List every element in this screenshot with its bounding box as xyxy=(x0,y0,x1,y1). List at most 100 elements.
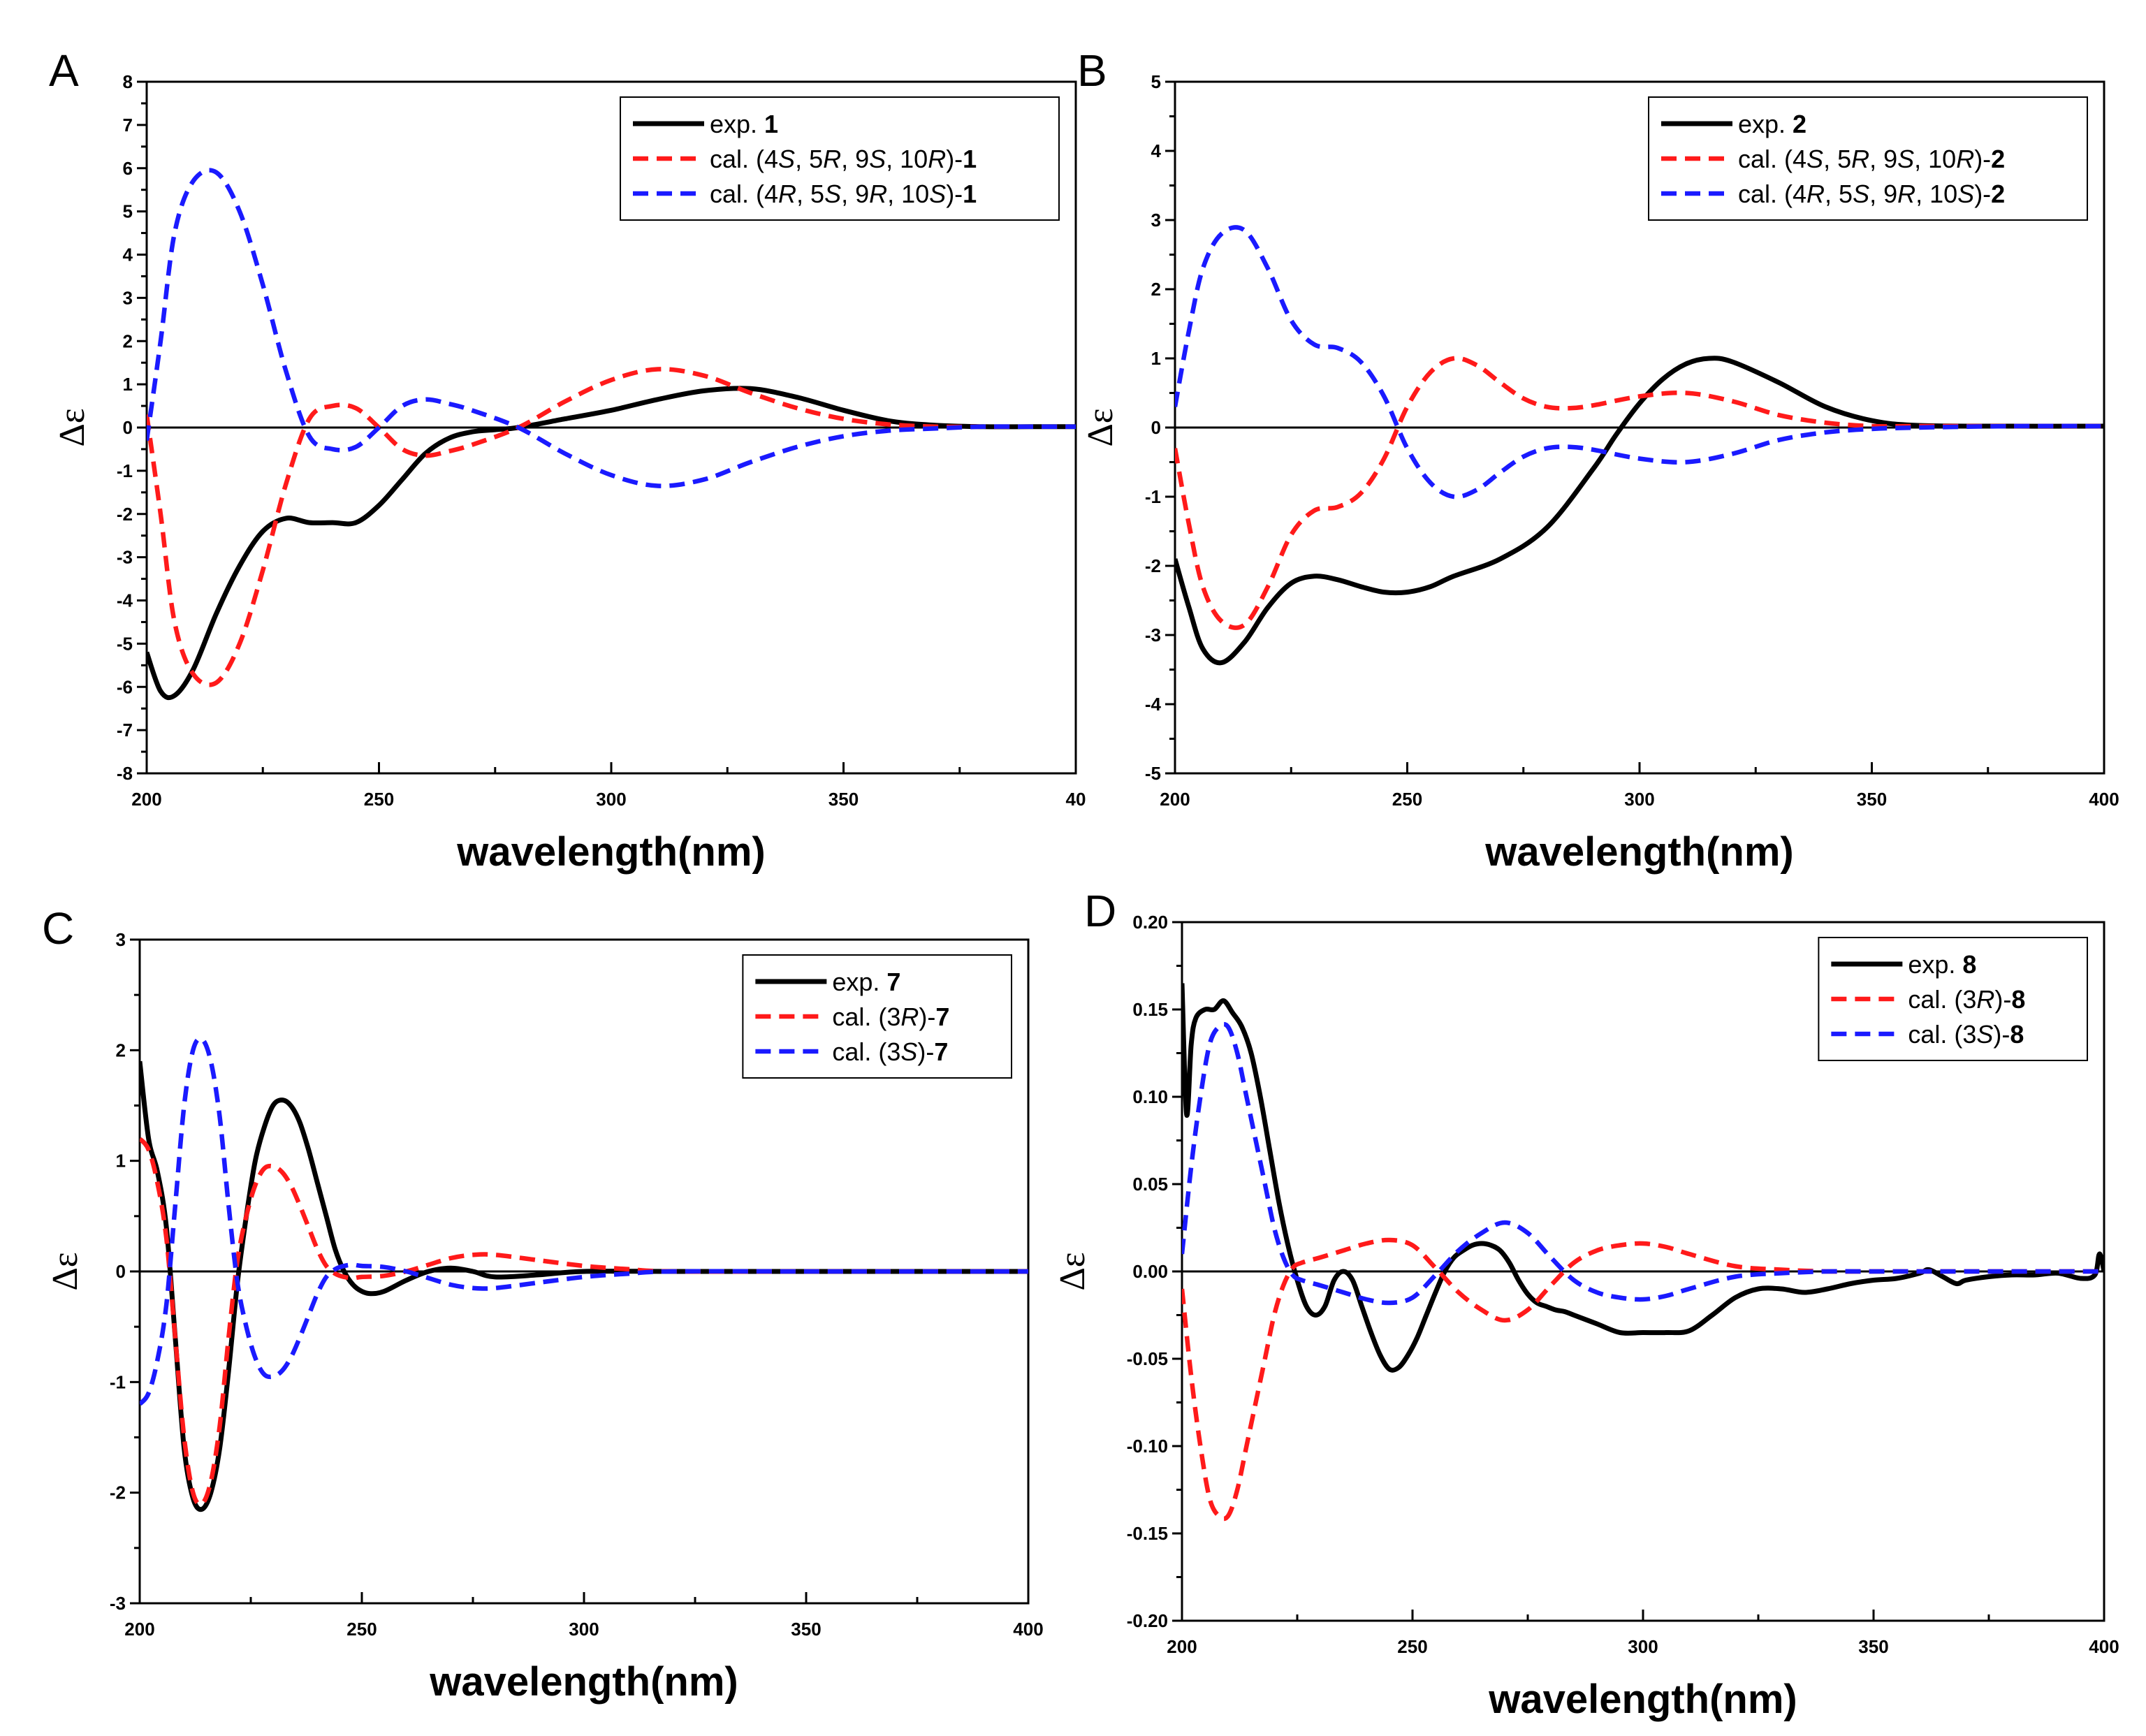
y-axis-title: Δε xyxy=(45,1252,85,1290)
y-tick-label: -0.15 xyxy=(1127,1523,1168,1544)
legend-label: exp. 2 xyxy=(1738,110,1806,138)
series-line-cal-red xyxy=(1182,1237,2104,1522)
panel-c: 200 250 300 350 400 -3 -2 -1 0 1 2 3 wavelength(nm) Δ… xyxy=(42,903,1044,1705)
series-line-cal-red xyxy=(1175,356,2104,630)
y-tick-label: 6 xyxy=(123,158,133,179)
panel-d: 200 250 300 350 400 -0.20 -0.15 -0.10 -0.05 0.00 0… xyxy=(1053,886,2119,1722)
y-tick-label: 0.00 xyxy=(1132,1261,1168,1282)
y-tick-label: -3 xyxy=(110,1593,126,1614)
x-axis-title: wavelength(nm) xyxy=(456,829,766,875)
x-tick-label: 400 xyxy=(2089,1636,2119,1657)
y-tick-label: -0.20 xyxy=(1127,1610,1168,1631)
y-tick-label: 0.05 xyxy=(1132,1174,1168,1195)
x-tick-label: 350 xyxy=(1858,1636,1888,1657)
series-group xyxy=(1182,983,2104,1522)
y-tick-label: -2 xyxy=(110,1482,126,1503)
panel-letter: D xyxy=(1084,886,1116,936)
y-tick-label: 2 xyxy=(123,330,133,351)
y-tick-label: -7 xyxy=(117,720,133,741)
x-tick-label: 400 xyxy=(2089,789,2119,810)
y-tick-label: -0.05 xyxy=(1127,1348,1168,1369)
y-tick-label: -1 xyxy=(110,1371,126,1392)
x-tick-label: 250 xyxy=(1397,1636,1427,1657)
y-tick-label: 4 xyxy=(1151,140,1162,161)
legend-label: cal. (4S, 5R, 9S, 10R)-2 xyxy=(1738,145,2005,173)
x-tick-label: 250 xyxy=(364,789,394,810)
y-tick-label: 1 xyxy=(1151,348,1161,369)
x-tick-label: 400 xyxy=(1013,1619,1043,1640)
x-tick-label: 40 xyxy=(1066,789,1086,810)
y-tick-label: 0.20 xyxy=(1132,912,1168,933)
y-axis-title: Δε xyxy=(1081,408,1121,446)
legend-label: exp. 1 xyxy=(710,110,778,138)
y-tick-label: -1 xyxy=(1145,486,1161,507)
y-tick-label: 2 xyxy=(116,1040,126,1060)
x-tick-label: 200 xyxy=(1167,1636,1197,1657)
x-tick-label: 300 xyxy=(569,1619,599,1640)
series-line-cal-red xyxy=(147,367,1076,687)
x-tick-label: 250 xyxy=(346,1619,377,1640)
y-tick-label: 5 xyxy=(123,201,133,222)
x-tick-label: 300 xyxy=(596,789,626,810)
y-tick-label: -2 xyxy=(1145,555,1161,576)
series-line-exp xyxy=(140,1060,1028,1512)
y-axis-title: Δε xyxy=(1053,1252,1093,1290)
x-tick-label: 350 xyxy=(829,789,859,810)
legend-label: exp. 8 xyxy=(1908,950,1976,979)
x-axis-title: wavelength(nm) xyxy=(429,1659,738,1705)
series-line-exp xyxy=(1175,356,2104,666)
y-tick-label: 3 xyxy=(116,929,126,950)
series-group xyxy=(147,168,1076,701)
y-tick-label: -8 xyxy=(117,763,133,784)
panel-letter: A xyxy=(49,45,79,96)
series-line-cal-red xyxy=(140,1137,1028,1507)
y-tick-label: 3 xyxy=(123,287,133,308)
series-group xyxy=(140,1036,1028,1512)
series-line-cal-blue xyxy=(140,1036,1028,1406)
legend: exp. 7 cal. (3R)-7 cal. (3S)-7 xyxy=(742,954,1012,1079)
legend-label: cal. (4R, 5S, 9R, 10S)-1 xyxy=(710,180,977,208)
legend-label: cal. (4R, 5S, 9R, 10S)-2 xyxy=(1738,180,2005,208)
y-tick-label: -5 xyxy=(117,633,133,654)
y-tick-label: -5 xyxy=(1145,763,1161,784)
panel-b: 200 250 300 350 400 -5 -4 -3 -2 -1 0 1 2 3 4 5 wavelengt… xyxy=(1077,45,2119,875)
y-tick-label: 0 xyxy=(116,1261,126,1282)
legend-label: cal. (4S, 5R, 9S, 10R)-1 xyxy=(710,145,977,173)
y-tick-label: 8 xyxy=(123,71,133,92)
y-tick-label: 5 xyxy=(1151,71,1161,92)
y-tick-label: -4 xyxy=(1145,694,1162,715)
y-axis-title: Δε xyxy=(52,408,92,446)
y-tick-label: 2 xyxy=(1151,279,1161,300)
legend: exp. 2 cal. (4S, 5R, 9S, 10R)-2 cal. (4R, … xyxy=(1648,96,2088,221)
y-tick-label: -1 xyxy=(117,460,133,481)
series-line-exp xyxy=(147,386,1076,701)
y-tick-label: 0.15 xyxy=(1132,999,1168,1020)
y-tick-label: 0 xyxy=(1151,417,1161,438)
y-tick-label: -3 xyxy=(1145,625,1161,645)
panel-a: 200 250 300 350 40 -8 -7 -6 -5 -4 -3 -2 -1 0 1 2 3 4 5 6 7 8 w… xyxy=(49,45,1086,875)
x-axis-title: wavelength(nm) xyxy=(1488,1677,1797,1722)
x-tick-label: 350 xyxy=(1857,789,1887,810)
y-tick-label: 0.10 xyxy=(1132,1086,1168,1107)
y-tick-label: 7 xyxy=(123,115,133,136)
legend-label: exp. 7 xyxy=(832,968,900,996)
y-tick-label: -6 xyxy=(117,676,133,697)
series-group xyxy=(1175,225,2104,666)
series-line-cal-blue xyxy=(1182,1021,2104,1306)
series-line-cal-blue xyxy=(147,168,1076,488)
x-axis-title: wavelength(nm) xyxy=(1484,829,1794,875)
y-tick-label: -4 xyxy=(117,590,133,611)
legend-label: cal. (3S)-8 xyxy=(1908,1020,2024,1049)
x-tick-label: 200 xyxy=(124,1619,154,1640)
y-tick-label: 4 xyxy=(123,245,133,265)
x-tick-label: 200 xyxy=(131,789,161,810)
x-tick-label: 300 xyxy=(1624,789,1654,810)
x-tick-label: 350 xyxy=(791,1619,821,1640)
y-tick-label: 3 xyxy=(1151,210,1161,231)
y-tick-label: 0 xyxy=(123,417,133,438)
x-tick-label: 200 xyxy=(1160,789,1190,810)
legend-label: cal. (3R)-7 xyxy=(832,1002,949,1031)
series-line-cal-blue xyxy=(1175,225,2104,499)
y-tick-label: -2 xyxy=(117,504,133,525)
